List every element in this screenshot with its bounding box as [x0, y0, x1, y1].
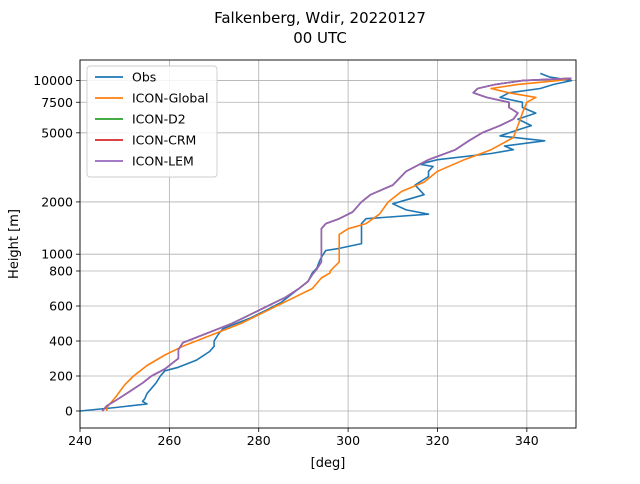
- x-tick-label: 240: [68, 433, 92, 448]
- chart-title-line-2: 00 UTC: [293, 29, 347, 47]
- y-tick-label: 0: [65, 404, 73, 419]
- y-tick-label: 400: [49, 334, 73, 349]
- chart-title-line-1: Falkenberg, Wdir, 20220127: [214, 9, 426, 27]
- y-tick-label: 7500: [41, 95, 73, 110]
- legend: Obs ICON-Global ICON-D2 ICON-CRM ICON-LEM: [86, 65, 218, 178]
- plot-frame: [79, 59, 577, 429]
- x-tick-label: 340: [515, 433, 539, 448]
- legend-box: [86, 65, 218, 178]
- y-tick-label: 600: [49, 299, 73, 314]
- y-tick-label: 200: [49, 369, 73, 384]
- series-lines: [79, 72, 573, 412]
- y-tick-label: 800: [49, 264, 73, 279]
- grid-lines: [79, 60, 576, 428]
- y-tick-label: 10000: [33, 73, 73, 88]
- x-tick-label: 280: [247, 433, 271, 448]
- legend-entry: Obs: [132, 70, 156, 85]
- axis-ticks: 240 260 280 300 320 340 0 200 400 600 800 1000 2000 5…: [33, 73, 539, 448]
- y-tick-label: 1000: [41, 247, 73, 262]
- x-tick-label: 260: [157, 433, 181, 448]
- y-tick-label: 2000: [41, 194, 73, 209]
- x-tick-label: 320: [426, 433, 450, 448]
- y-tick-label: 5000: [41, 125, 73, 140]
- legend-entry: ICON-CRM: [132, 133, 196, 148]
- legend-entry: ICON-LEM: [132, 154, 194, 169]
- legend-entry: ICON-D2: [132, 112, 186, 127]
- x-axis-label: [deg]: [311, 456, 346, 471]
- y-axis-label: Height [m]: [7, 209, 22, 279]
- x-tick-label: 300: [336, 433, 360, 448]
- series-line-icon-lem: [101, 77, 572, 412]
- legend-entry: ICON-Global: [132, 91, 208, 106]
